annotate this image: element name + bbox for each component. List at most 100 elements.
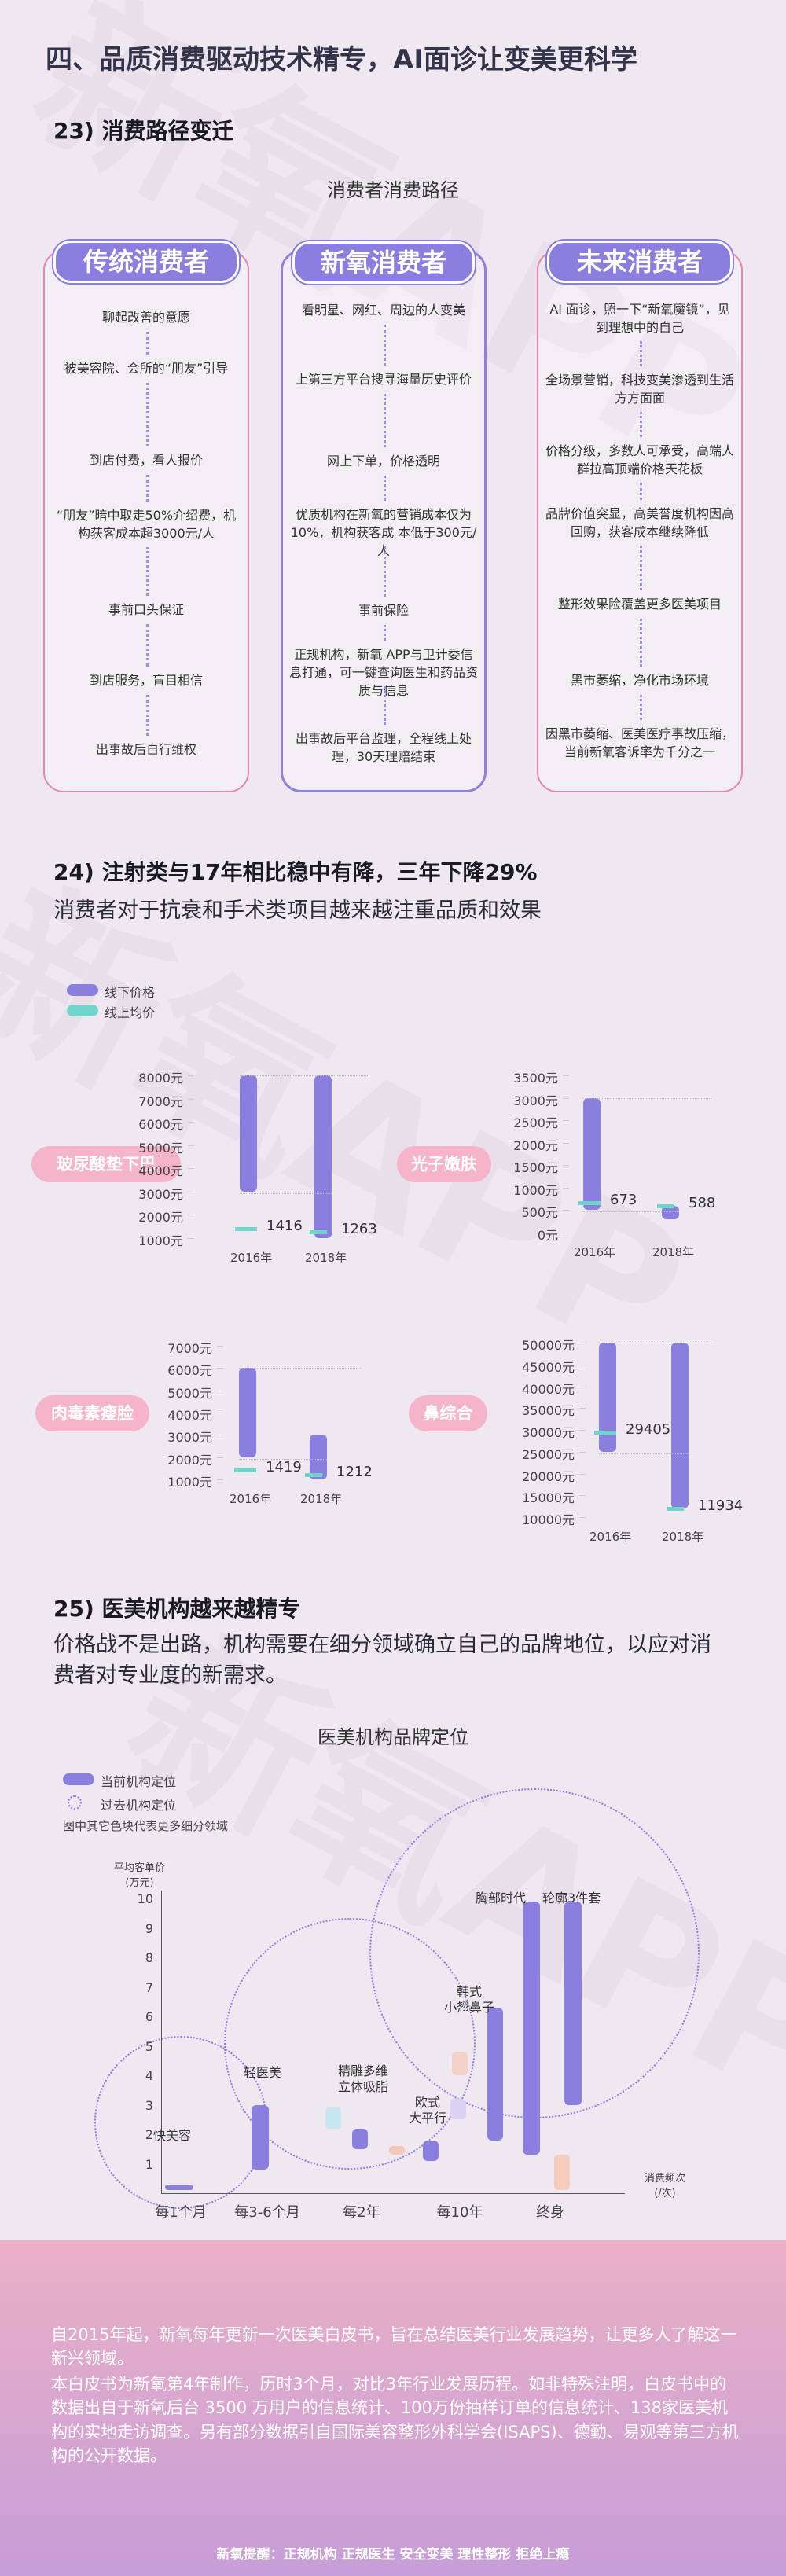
y-tick-label: 7 bbox=[145, 1979, 153, 1995]
path-connector bbox=[146, 475, 149, 502]
y-tick-label: 15000元 bbox=[522, 1490, 575, 1506]
path-connector bbox=[384, 546, 386, 597]
path-column-2: 新氧消费者 看明星、网红、周边的人变美 上第三方平台搜寻海量历史评价 网上下单，价格透… bbox=[281, 241, 487, 792]
tick-line bbox=[563, 1187, 569, 1189]
path-connector bbox=[384, 625, 386, 641]
y-tick-label: 3000元 bbox=[138, 1186, 183, 1202]
y-tick-label: 4000元 bbox=[167, 1408, 212, 1423]
y-tick-label: 6000元 bbox=[167, 1363, 212, 1379]
year-label: 2016年 bbox=[230, 1492, 272, 1506]
tick-line bbox=[188, 1075, 194, 1076]
s24-heading: 24) 注射类与17年相比稳中有降，三年下降29% bbox=[53, 859, 538, 885]
y-tick-label: 2500元 bbox=[513, 1115, 558, 1131]
path-column-title: 未来消费者 bbox=[547, 241, 733, 283]
path-step: 看明星、网红、周边的人变美 bbox=[301, 303, 465, 318]
x-tick-label: 每1个月 bbox=[155, 2204, 207, 2221]
item-label-pill: 光子嫩肤 bbox=[397, 1146, 491, 1182]
other-segment-block bbox=[554, 2155, 570, 2191]
path-connector bbox=[384, 476, 386, 501]
other-segment-block bbox=[389, 2146, 405, 2155]
path-step: 被美容院、会所的“朋友”引导 bbox=[64, 361, 229, 376]
path-connector bbox=[146, 383, 149, 446]
path-connector bbox=[146, 624, 149, 667]
path-step: “朋友”暗中取走50%介绍费，机构获客成本超3000元/人 bbox=[56, 508, 237, 542]
y-tick-label: 6000元 bbox=[138, 1117, 183, 1133]
y-tick-label: 2000元 bbox=[513, 1137, 558, 1153]
online-price-value: 29405 bbox=[626, 1421, 671, 1439]
path-column-title: 新氧消费者 bbox=[292, 241, 475, 284]
y-tick-label: 8 bbox=[145, 1950, 153, 1965]
offline-price-bar bbox=[599, 1343, 616, 1452]
brand-label: 快美容 bbox=[153, 2128, 192, 2143]
tick-line bbox=[579, 1430, 586, 1431]
item-label-pill: 肉毒素瘦脸 bbox=[35, 1395, 149, 1431]
y-tick-label: 10 bbox=[137, 1891, 153, 1906]
path-step: 出事故后平台监理，全程线上处理，30天理赔结束 bbox=[295, 731, 472, 765]
path-step: 优质机构在新氧的营销成本仅为 10%，机构获客成 本低于300元/人 bbox=[290, 507, 477, 559]
other-segment-block bbox=[450, 2099, 466, 2120]
path-step: 因黑市萎缩、医美医疗事故压缩，当前新氧客诉率为千分之一 bbox=[545, 726, 734, 760]
y-tick-label: 20000元 bbox=[522, 1468, 575, 1484]
brand-bar bbox=[165, 2184, 193, 2191]
tick-line bbox=[563, 1075, 569, 1076]
y-axis-title: 平均客单价 (万元) bbox=[114, 1862, 166, 1889]
online-price-value: 588 bbox=[689, 1195, 716, 1212]
brand-bar bbox=[252, 2104, 269, 2170]
legend-current-label: 当前机构定位 bbox=[101, 1774, 177, 1789]
tick-line bbox=[217, 1368, 223, 1369]
y-tick-label: 1000元 bbox=[513, 1182, 558, 1198]
offline-price-bar bbox=[671, 1343, 689, 1508]
y-tick-label: 1000元 bbox=[167, 1475, 212, 1490]
brand-label: 韩式 小翘鼻子 bbox=[444, 1984, 495, 2015]
path-step: 事前保险 bbox=[358, 603, 409, 618]
tick-line bbox=[579, 1451, 586, 1453]
path-connector bbox=[384, 394, 386, 447]
y-tick-label: 10000元 bbox=[522, 1512, 575, 1527]
path-column-1: 传统消费者聊起改善的意愿被美容院、会所的“朋友”引导 到店付费，看人报价 “朋友”暗… bbox=[43, 241, 249, 792]
y-tick-label: 50000元 bbox=[522, 1338, 575, 1353]
y-tick-label: 3500元 bbox=[513, 1071, 558, 1086]
y-tick-label: 3 bbox=[145, 2097, 153, 2113]
guide-line bbox=[599, 1453, 689, 1454]
legend-past-label: 过去机构定位 bbox=[101, 1798, 177, 1813]
other-segment-block bbox=[325, 2107, 341, 2129]
y-tick-label: 45000元 bbox=[522, 1359, 575, 1375]
tick-line bbox=[579, 1473, 586, 1475]
year-label: 2016年 bbox=[590, 1530, 632, 1544]
guide-line bbox=[239, 1368, 362, 1369]
guide-line bbox=[583, 1097, 711, 1099]
y-tick-label: 2000元 bbox=[167, 1452, 212, 1468]
legend-current-swatch bbox=[63, 1773, 94, 1785]
s24-subheading: 消费者对于抗衰和手术类项目越来越注重品质和效果 bbox=[53, 898, 542, 923]
path-connector bbox=[146, 547, 149, 596]
s23-chart-title: 消费者消费路径 bbox=[327, 179, 459, 201]
online-price-value: 673 bbox=[610, 1191, 637, 1208]
path-connector bbox=[640, 341, 642, 366]
path-column-title: 传统消费者 bbox=[53, 241, 239, 283]
y-tick-label: 1 bbox=[145, 2156, 153, 2172]
y-tick-label: 4 bbox=[145, 2068, 153, 2083]
guide-line bbox=[239, 1458, 327, 1460]
y-tick-label: 1500元 bbox=[513, 1160, 558, 1176]
tick-line bbox=[188, 1238, 194, 1239]
guide-line bbox=[240, 1192, 332, 1194]
offline-price-bar bbox=[240, 1075, 257, 1192]
path-step: 到店付费，看人报价 bbox=[89, 453, 203, 468]
past-position-circle bbox=[94, 2036, 267, 2209]
path-connector bbox=[640, 546, 642, 590]
online-price-value: 1212 bbox=[336, 1463, 373, 1480]
offline-price-bar bbox=[310, 1435, 327, 1479]
path-step: AI 面诊，照一下“新氧魔镜”，见到理想中的自己 bbox=[549, 302, 730, 336]
y-tick-label: 8000元 bbox=[138, 1071, 183, 1086]
tick-line bbox=[563, 1142, 569, 1144]
tick-line bbox=[563, 1097, 569, 1099]
footer-paragraph-2: 本白皮书为新氧第4年制作，历时3个月，对比3年行业发展历程。如非特殊注明，白皮书… bbox=[51, 2375, 739, 2466]
footer-paragraph-1: 自2015年起，新氧每年更新一次医美白皮书，旨在总结医美行业发展趋势，让更多人了… bbox=[51, 2325, 737, 2368]
offline-price-bar bbox=[314, 1075, 332, 1238]
s25-heading: 25) 医美机构越来越精专 bbox=[53, 1596, 300, 1622]
y-tick-label: 3000元 bbox=[513, 1093, 558, 1108]
tick-line bbox=[217, 1457, 223, 1458]
path-step: 聊起改善的意愿 bbox=[101, 310, 190, 325]
x-tick-label: 终身 bbox=[536, 2204, 564, 2221]
path-connector bbox=[146, 695, 149, 736]
